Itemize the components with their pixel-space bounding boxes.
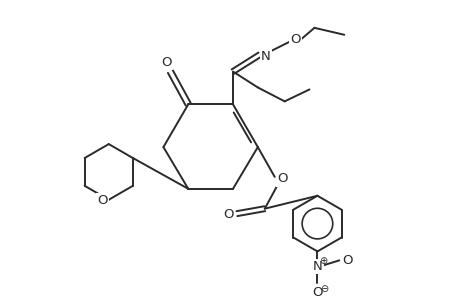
Text: N: N (312, 260, 322, 273)
Text: O: O (277, 172, 287, 185)
Text: O: O (161, 56, 171, 69)
Text: O: O (290, 33, 300, 46)
Text: ⊖: ⊖ (319, 284, 328, 294)
Text: O: O (312, 286, 322, 299)
Text: N: N (260, 50, 270, 63)
Text: O: O (222, 208, 233, 221)
Text: O: O (97, 194, 108, 207)
Text: O: O (341, 254, 352, 267)
Text: ⊕: ⊕ (319, 256, 327, 266)
